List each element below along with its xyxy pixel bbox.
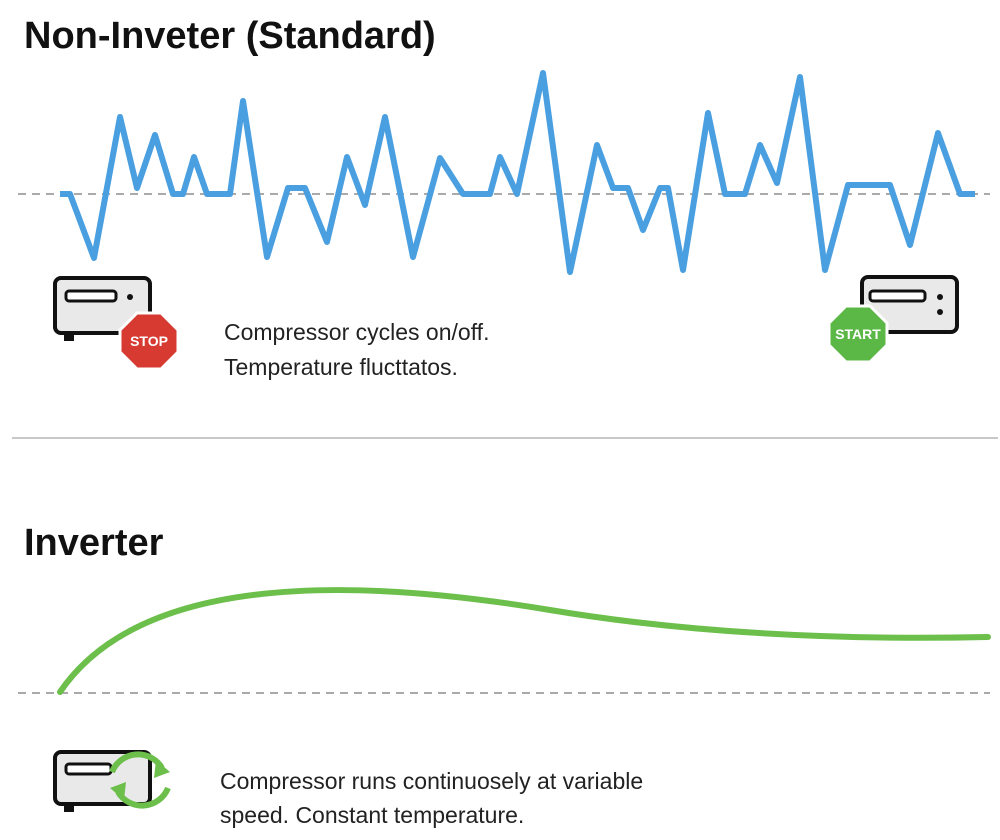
start-label: START bbox=[835, 326, 881, 342]
caption-line: Compressor runs continuosely at variable bbox=[220, 768, 643, 794]
compressor-stop-icon: STOP bbox=[53, 276, 180, 371]
section-title: Inverter bbox=[24, 522, 164, 564]
temperature-curve bbox=[57, 587, 991, 695]
compressor-panel bbox=[868, 289, 927, 303]
compressor-body bbox=[53, 750, 152, 806]
section-title: Non-Inveter (Standard) bbox=[24, 15, 436, 57]
compressor-dot bbox=[127, 294, 133, 300]
compressor-dot bbox=[937, 294, 943, 300]
caption-line: speed. Constant temperature. bbox=[220, 802, 524, 828]
compressor-panel bbox=[64, 762, 113, 776]
compressor-panel bbox=[64, 289, 118, 303]
compressor-dot bbox=[937, 309, 943, 315]
stop-sign bbox=[118, 311, 180, 371]
stop-label: STOP bbox=[130, 333, 168, 349]
cycle-arrowhead bbox=[154, 760, 170, 778]
caption-line: Compressor cycles on/off. bbox=[224, 319, 489, 345]
cycle-arrowhead bbox=[110, 782, 126, 800]
temperature-zigzag bbox=[60, 70, 975, 275]
caption-line: Temperature flucttatos. bbox=[224, 354, 458, 380]
compressor-foot bbox=[64, 804, 74, 812]
compressor-start-icon: START bbox=[827, 275, 959, 364]
compressor-inverter-icon bbox=[53, 750, 171, 812]
compressor-foot bbox=[64, 333, 74, 341]
start-sign bbox=[827, 304, 889, 364]
